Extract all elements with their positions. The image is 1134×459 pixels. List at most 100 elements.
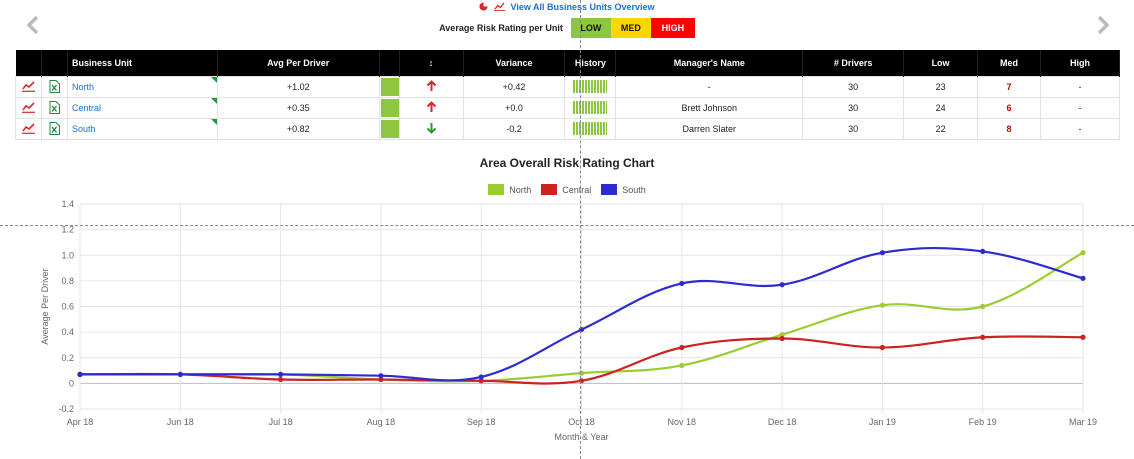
header-history[interactable]: History xyxy=(564,50,617,76)
data-point-south xyxy=(679,280,685,287)
arrow-down-icon xyxy=(426,122,437,136)
low-count-cell: 22 xyxy=(903,117,979,140)
legend-item-south[interactable]: South xyxy=(601,184,646,195)
trend-cell xyxy=(398,75,464,98)
business-unit-cell[interactable]: Central xyxy=(66,96,218,119)
data-point-south xyxy=(478,374,484,380)
line-chart-icon[interactable] xyxy=(21,123,35,134)
high-count-cell: - xyxy=(1039,96,1121,119)
business-unit-cell[interactable]: South xyxy=(66,117,218,140)
x-tick-label: Jan 19 xyxy=(869,417,896,427)
y-tick-label: 1.2 xyxy=(61,225,74,235)
data-point-central xyxy=(980,334,986,340)
header-business-unit[interactable]: Business Unit xyxy=(67,50,218,76)
data-point-central xyxy=(478,378,484,384)
x-tick-label: Apr 18 xyxy=(67,417,94,427)
header-manager[interactable]: Manager's Name xyxy=(615,50,804,76)
avg-per-driver-cell: +0.35 xyxy=(216,96,380,119)
history-sparkbar[interactable] xyxy=(573,101,608,114)
y-tick-label: 0.4 xyxy=(61,327,74,337)
data-point-south xyxy=(1080,275,1086,281)
overview-link-container: View All Business Units Overview xyxy=(0,2,1134,13)
table-row: South +0.82 -0.2 Darren Slater 30 22 8 - xyxy=(15,117,1121,140)
data-point-central xyxy=(378,376,384,383)
rating-med-badge: MED xyxy=(610,18,651,38)
business-unit-link[interactable]: Central xyxy=(71,102,101,113)
data-point-south xyxy=(879,250,886,256)
excel-file-icon[interactable] xyxy=(49,101,60,114)
history-cell[interactable] xyxy=(564,117,617,140)
line-chart-icon[interactable] xyxy=(21,102,35,113)
excel-export-cell[interactable] xyxy=(40,96,68,119)
history-sparkbar[interactable] xyxy=(573,80,608,93)
low-count-cell: 23 xyxy=(903,75,979,98)
header-high[interactable]: High xyxy=(1040,50,1121,76)
history-cell[interactable] xyxy=(564,96,617,119)
y-tick-label: 0 xyxy=(69,378,74,388)
chart-legend: North Central South xyxy=(0,184,1134,195)
legend-label: Central xyxy=(562,184,592,195)
chart-title: Area Overall Risk Rating Chart xyxy=(479,156,655,170)
header-low[interactable]: Low xyxy=(903,50,979,76)
excel-file-icon[interactable] xyxy=(49,80,60,93)
y-tick-label: -0.2 xyxy=(58,404,74,414)
x-tick-label: Oct 18 xyxy=(568,417,595,427)
x-tick-label: Feb 19 xyxy=(969,417,997,427)
x-tick-label: Jul 18 xyxy=(269,417,293,427)
legend-swatch xyxy=(488,184,505,195)
manager-cell: Darren Slater xyxy=(615,117,804,140)
line-chart-icon[interactable] xyxy=(21,81,35,92)
med-count-cell: 6 xyxy=(977,96,1041,119)
header-trend[interactable]: ↕ xyxy=(399,50,464,76)
data-point-central xyxy=(779,335,785,342)
risk-level-cell xyxy=(378,96,400,119)
data-point-south xyxy=(378,373,384,379)
risk-rating-legend: Average Risk Rating per Unit LOW MED HIG… xyxy=(0,18,1134,38)
chart-link-cell[interactable] xyxy=(15,96,42,119)
header-med[interactable]: Med xyxy=(977,50,1041,76)
view-all-business-units-link[interactable]: View All Business Units Overview xyxy=(510,2,655,12)
risk-legend-label: Average Risk Rating per Unit xyxy=(439,23,563,33)
x-tick-label: Sep 18 xyxy=(467,417,496,427)
y-tick-label: 0.2 xyxy=(61,353,74,363)
med-count-cell: 7 xyxy=(977,75,1041,98)
header-variance[interactable]: Variance xyxy=(463,50,566,76)
chart-link-cell[interactable] xyxy=(15,117,42,140)
table-header-row: Business Unit Avg Per Driver ↕ Variance … xyxy=(15,50,1121,76)
risk-level-indicator xyxy=(380,98,399,117)
business-units-table: Business Unit Avg Per Driver ↕ Variance … xyxy=(15,50,1121,140)
chart-link-cell[interactable] xyxy=(15,75,42,98)
high-count-cell: - xyxy=(1039,117,1121,140)
cell-marker xyxy=(210,76,217,83)
y-tick-label: 1.4 xyxy=(61,199,74,209)
legend-item-central[interactable]: Central xyxy=(541,184,591,195)
legend-item-north[interactable]: North xyxy=(488,184,531,195)
header-drivers[interactable]: # Drivers xyxy=(802,50,905,76)
data-point-north xyxy=(980,303,986,310)
data-point-north xyxy=(679,362,685,369)
x-axis-label: Month & Year xyxy=(554,432,608,442)
business-unit-link[interactable]: South xyxy=(71,123,96,134)
manager-cell: Brett Johnson xyxy=(615,96,804,119)
header-avg-per-driver[interactable]: Avg Per Driver xyxy=(217,50,380,76)
business-unit-cell[interactable]: North xyxy=(66,75,218,98)
history-cell[interactable] xyxy=(564,75,617,98)
history-sparkbar[interactable] xyxy=(573,122,608,135)
excel-export-cell[interactable] xyxy=(40,75,68,98)
data-point-north xyxy=(879,302,886,308)
avg-per-driver-cell: +0.82 xyxy=(216,117,380,140)
excel-file-icon[interactable] xyxy=(49,122,60,135)
x-tick-label: Jun 18 xyxy=(167,417,194,427)
next-arrow-icon[interactable] xyxy=(1092,14,1114,36)
avg-per-driver-cell: +1.02 xyxy=(216,75,380,98)
y-axis-label: Average Per Driver xyxy=(40,268,50,344)
excel-export-cell[interactable] xyxy=(40,117,68,140)
data-point-north xyxy=(1080,250,1086,256)
x-tick-label: Nov 18 xyxy=(668,417,697,427)
previous-arrow-icon[interactable] xyxy=(22,14,44,36)
legend-label: South xyxy=(622,184,646,195)
data-point-south xyxy=(980,248,986,255)
data-point-central xyxy=(1080,334,1086,340)
arrow-up-icon xyxy=(426,100,437,115)
business-unit-link[interactable]: North xyxy=(71,81,94,92)
